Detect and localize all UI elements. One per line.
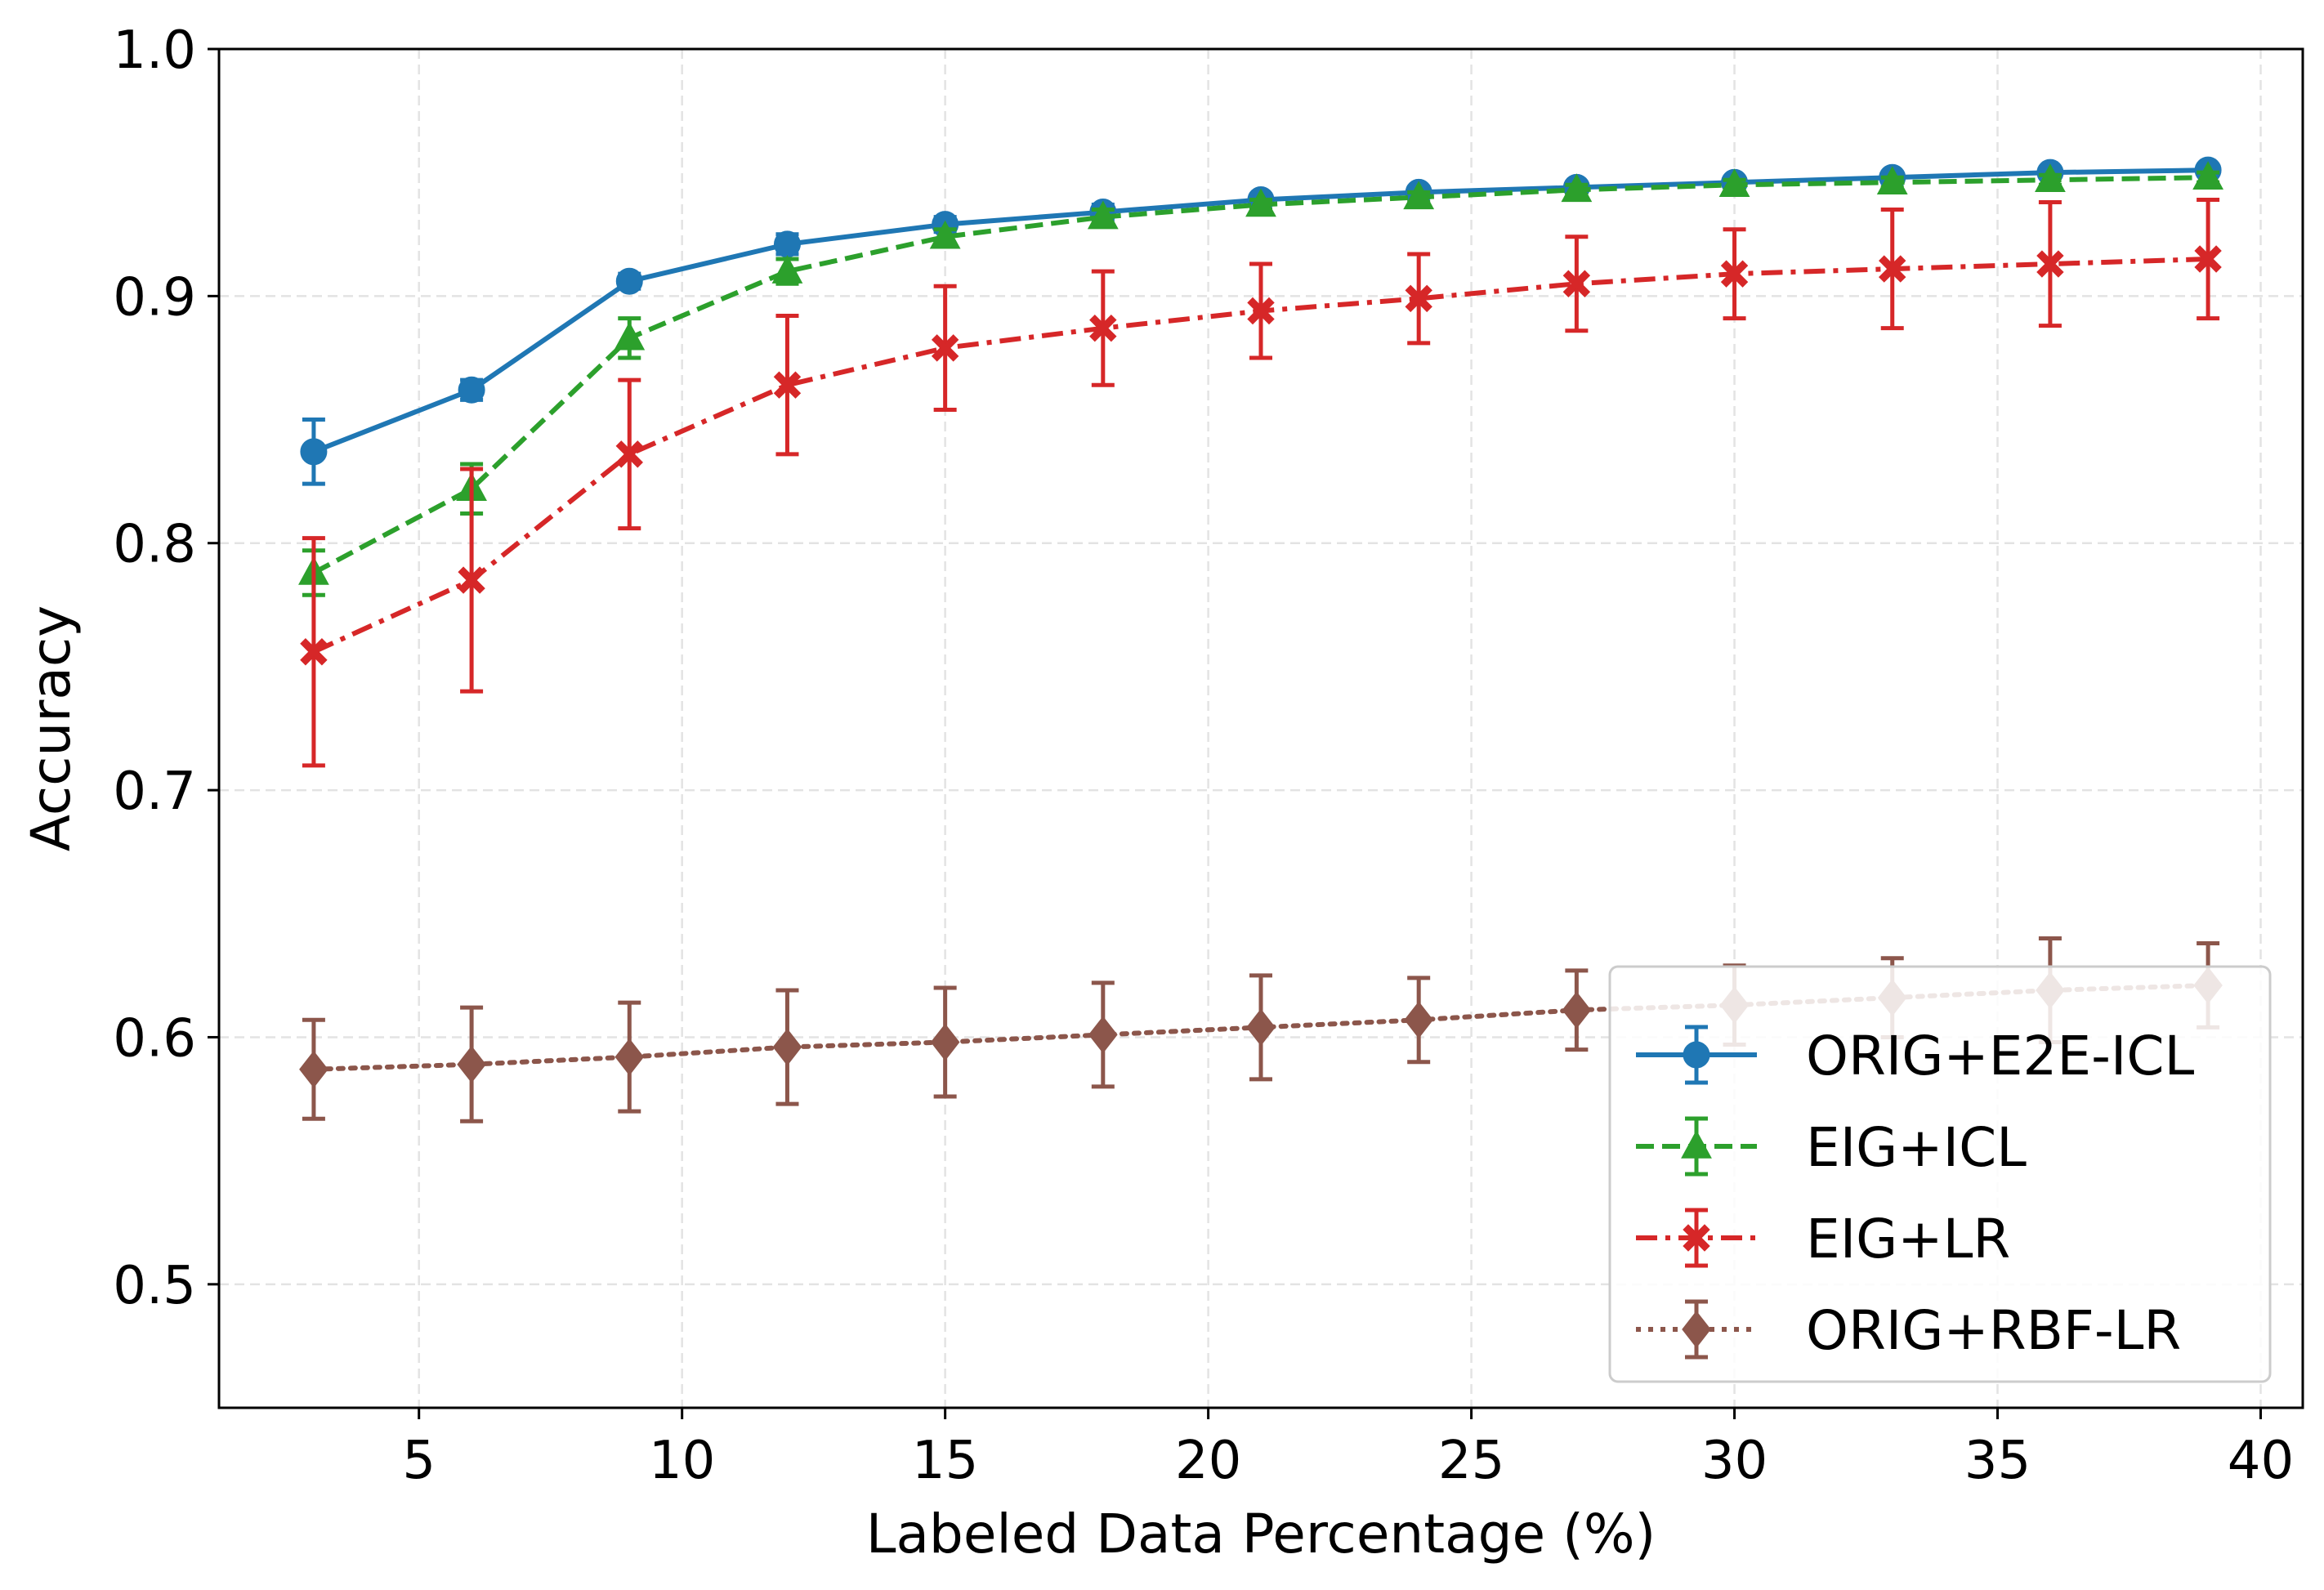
y-tick-label-1: 0.6: [113, 1008, 196, 1069]
data-point-1-6: [1245, 188, 1276, 217]
data-point-1-12: [2192, 161, 2223, 190]
data-point-2-6: [1247, 297, 1275, 325]
x-tick-label-0: 5: [402, 1431, 436, 1491]
x-tick-label-7: 40: [2228, 1431, 2294, 1491]
legend-marker-0: [1683, 1041, 1710, 1069]
data-point-2-9: [1720, 260, 1749, 288]
legend-item-0: ORIG+E2E-ICL: [1636, 1025, 2194, 1088]
x-tick-label-6: 35: [1964, 1431, 2031, 1491]
data-point-2-4: [931, 334, 959, 362]
legend-item-3: ORIG+RBF-LR: [1636, 1299, 2181, 1362]
y-axis-label: Accuracy: [20, 605, 83, 851]
legend-label-0: ORIG+E2E-ICL: [1806, 1025, 2194, 1088]
data-point-2-2: [615, 440, 643, 468]
data-point-2-8: [1562, 270, 1591, 297]
y-tick-label-3: 0.8: [113, 515, 196, 575]
x-tick-label-3: 20: [1175, 1431, 1241, 1491]
legend: ORIG+E2E-ICL EIG+ICL EIG+LR ORIG+RBF-LR: [1608, 965, 2272, 1383]
data-point-3-7: [1404, 1001, 1433, 1039]
x-tick-label-5: 30: [1701, 1431, 1768, 1491]
data-point-1-7: [1403, 181, 1435, 210]
data-point-0-0: [300, 438, 328, 466]
y-tick-label-4: 0.9: [113, 267, 196, 328]
data-point-3-8: [1562, 991, 1592, 1029]
data-point-2-0: [300, 638, 328, 666]
x-tick-label-2: 15: [912, 1431, 978, 1491]
data-point-2-5: [1089, 314, 1117, 342]
plot-frame: [217, 47, 2304, 1409]
data-point-1-9: [1718, 168, 1750, 198]
data-point-3-4: [930, 1023, 960, 1061]
legend-marker-2: [1683, 1224, 1710, 1252]
data-point-2-11: [2036, 250, 2064, 278]
axis-ticks: 5 10 15 20 25 30 35 40 0.5 0.6 0.7 0.8 0.9 1.0: [113, 20, 2294, 1491]
data-point-3-5: [1088, 1016, 1118, 1054]
series-1: [298, 161, 2223, 597]
x-tick-label-4: 25: [1438, 1431, 1504, 1491]
legend-box: [1608, 965, 2272, 1383]
data-point-0-1: [458, 376, 485, 404]
series-line-1: [312, 175, 2209, 575]
legend-item-2: EIG+LR: [1636, 1208, 2010, 1271]
data-point-2-1: [458, 566, 485, 594]
data-point-1-3: [771, 255, 803, 284]
data-point-2-12: [2194, 245, 2222, 273]
legend-label-2: EIG+LR: [1806, 1208, 2010, 1271]
y-tick-label-0: 0.5: [113, 1256, 196, 1316]
data-point-3-6: [1246, 1008, 1276, 1047]
data-point-3-0: [299, 1050, 328, 1088]
data-point-1-4: [929, 220, 961, 249]
legend-marker-3: [1682, 1311, 1711, 1348]
data-point-2-10: [1879, 255, 1906, 283]
data-point-1-2: [614, 321, 646, 351]
x-tick-label-1: 10: [649, 1431, 715, 1491]
series-2: [300, 197, 2222, 768]
data-point-0-2: [615, 267, 643, 295]
data-point-3-1: [457, 1045, 486, 1083]
data-point-3-2: [615, 1038, 645, 1076]
x-axis-label: Labeled Data Percentage (%): [866, 1503, 1656, 1565]
legend-item-1: EIG+ICL: [1636, 1116, 2027, 1179]
y-tick-label-2: 0.7: [113, 762, 196, 822]
legend-label-3: ORIG+RBF-LR: [1806, 1299, 2181, 1362]
data-point-1-10: [1876, 166, 1908, 195]
legend-marker-1: [1681, 1129, 1712, 1159]
data-point-0-3: [773, 230, 801, 258]
data-point-2-3: [773, 371, 802, 399]
legend-label-1: EIG+ICL: [1806, 1116, 2027, 1179]
data-point-1-8: [1561, 173, 1593, 203]
data-point-2-7: [1405, 284, 1432, 313]
data-point-1-11: [2035, 163, 2066, 193]
y-tick-label-5: 1.0: [113, 20, 196, 81]
data-point-1-5: [1087, 200, 1119, 230]
data-point-3-3: [772, 1028, 802, 1066]
